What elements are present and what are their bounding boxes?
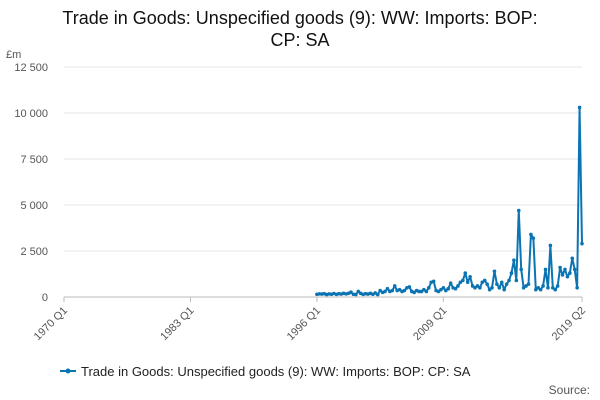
data-point[interactable]	[580, 241, 584, 246]
y-tick-label: 5 000	[20, 200, 48, 212]
data-point[interactable]	[546, 286, 550, 290]
data-point[interactable]	[538, 287, 543, 292]
data-point[interactable]	[516, 208, 521, 213]
data-point[interactable]	[461, 278, 465, 283]
data-point[interactable]	[349, 290, 353, 295]
data-point[interactable]	[560, 273, 565, 277]
chart-title-line-2: CP: SA	[270, 30, 329, 50]
data-point[interactable]	[390, 288, 395, 293]
data-point[interactable]	[512, 258, 516, 263]
series-line-group	[315, 105, 584, 297]
data-point[interactable]	[448, 281, 453, 286]
data-point[interactable]	[548, 243, 553, 248]
data-point[interactable]	[482, 278, 487, 283]
data-point[interactable]	[526, 282, 531, 286]
series-line	[316, 106, 583, 296]
data-point[interactable]	[577, 105, 582, 110]
data-point[interactable]	[499, 280, 504, 285]
legend-label: Trade in Goods: Unspecified goods (9): W…	[81, 364, 471, 379]
chart-title-line-1: Trade in Goods: Unspecified goods (9): W…	[62, 8, 537, 28]
x-tick-label: 1970 Q1	[32, 305, 70, 343]
x-tick-label: 1996 Q1	[285, 305, 323, 343]
data-point[interactable]	[392, 284, 397, 288]
data-point[interactable]	[558, 265, 562, 270]
data-point[interactable]	[563, 267, 567, 272]
data-point[interactable]	[519, 267, 523, 272]
data-point[interactable]	[543, 267, 548, 272]
data-point[interactable]	[533, 287, 538, 292]
data-point[interactable]	[570, 256, 575, 261]
data-point[interactable]	[575, 286, 579, 290]
data-point[interactable]	[424, 289, 429, 294]
y-tick-label: 2 500	[20, 246, 48, 258]
data-point[interactable]	[572, 267, 577, 272]
data-point[interactable]	[354, 292, 358, 297]
data-point[interactable]	[468, 274, 472, 279]
data-point[interactable]	[495, 282, 499, 286]
data-point[interactable]	[385, 286, 390, 291]
data-point[interactable]	[456, 284, 460, 288]
data-point[interactable]	[407, 285, 412, 289]
data-point[interactable]	[514, 278, 519, 283]
data-point[interactable]	[426, 286, 431, 290]
data-point[interactable]	[568, 271, 572, 275]
data-point[interactable]	[521, 286, 526, 290]
source-label: Source:	[549, 383, 590, 397]
data-point[interactable]	[555, 284, 560, 288]
data-point[interactable]	[446, 286, 451, 291]
data-point[interactable]	[422, 287, 426, 292]
data-point[interactable]	[463, 271, 468, 275]
y-tick-label: 0	[42, 292, 48, 304]
data-point[interactable]	[565, 274, 570, 279]
data-point[interactable]	[531, 236, 536, 240]
data-point[interactable]	[383, 289, 387, 294]
data-point[interactable]	[509, 271, 514, 275]
legend-swatch-point	[65, 368, 71, 374]
data-point[interactable]	[375, 292, 380, 297]
data-point[interactable]	[402, 288, 407, 293]
data-point[interactable]	[485, 282, 489, 286]
y-tick-label: 10 000	[14, 108, 48, 120]
data-point[interactable]	[478, 286, 482, 290]
data-point[interactable]	[431, 279, 436, 284]
data-point[interactable]	[465, 280, 470, 285]
data-point[interactable]	[458, 280, 463, 285]
x-tick-label: 2019 Q2	[550, 305, 588, 343]
data-point[interactable]	[453, 286, 458, 291]
legend[interactable]: Trade in Goods: Unspecified goods (9): W…	[60, 364, 471, 379]
data-point[interactable]	[490, 286, 494, 290]
x-axis-tick-labels: 1970 Q1 1983 Q1 1996 Q1 2009 Q1 2019 Q2	[32, 305, 588, 343]
x-tick-label: 2009 Q1	[411, 305, 449, 343]
data-point[interactable]	[492, 269, 497, 274]
y-tick-label: 7 500	[20, 154, 48, 166]
data-point[interactable]	[470, 284, 475, 288]
data-point[interactable]	[553, 287, 558, 292]
data-point[interactable]	[504, 282, 509, 286]
data-point[interactable]	[502, 287, 506, 292]
y-axis-tick-labels: 0 2 500 5 000 7 500 10 000 12 500	[14, 62, 48, 304]
y-axis-unit-label: £m	[6, 49, 21, 61]
y-tick-label: 12 500	[14, 62, 48, 74]
data-point[interactable]	[441, 286, 446, 290]
data-point[interactable]	[541, 284, 545, 288]
data-point[interactable]	[507, 278, 511, 283]
x-tick-label: 1983 Q1	[158, 305, 196, 343]
data-point[interactable]	[497, 286, 502, 290]
data-point[interactable]	[529, 232, 533, 237]
grid-lines	[63, 66, 583, 302]
